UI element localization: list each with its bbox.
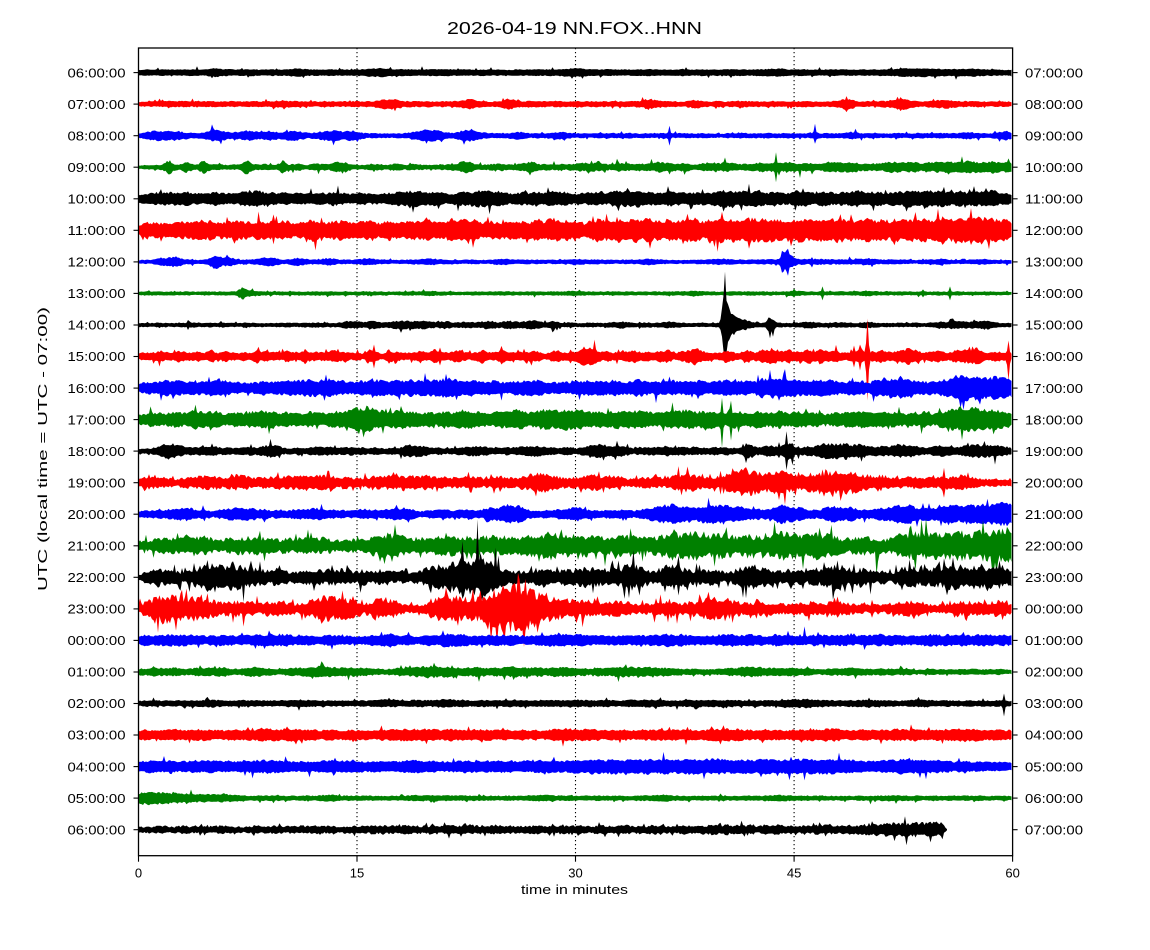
svg-text:03:00:00: 03:00:00 [68,728,126,743]
svg-text:22:00:00: 22:00:00 [1025,539,1083,554]
svg-text:07:00:00: 07:00:00 [1025,822,1083,837]
svg-text:06:00:00: 06:00:00 [68,822,126,837]
svg-text:09:00:00: 09:00:00 [68,160,126,175]
svg-text:UTC (local time = UTC - 07:00): UTC (local time = UTC - 07:00) [35,307,50,591]
svg-text:23:00:00: 23:00:00 [68,602,126,617]
svg-text:18:00:00: 18:00:00 [68,444,126,459]
svg-text:16:00:00: 16:00:00 [1025,349,1083,364]
svg-text:10:00:00: 10:00:00 [68,192,126,207]
svg-text:21:00:00: 21:00:00 [1025,507,1083,522]
svg-text:16:00:00: 16:00:00 [68,381,126,396]
svg-text:08:00:00: 08:00:00 [1025,97,1083,112]
svg-text:01:00:00: 01:00:00 [1025,633,1083,648]
svg-text:18:00:00: 18:00:00 [1025,412,1083,427]
svg-text:60: 60 [1005,866,1019,881]
svg-text:15: 15 [350,866,364,881]
svg-text:17:00:00: 17:00:00 [1025,381,1083,396]
svg-text:02:00:00: 02:00:00 [68,696,126,711]
svg-text:04:00:00: 04:00:00 [1025,728,1083,743]
svg-text:04:00:00: 04:00:00 [68,759,126,774]
svg-text:time in minutes: time in minutes [521,882,629,897]
svg-text:19:00:00: 19:00:00 [68,475,126,490]
svg-text:30: 30 [568,866,582,881]
svg-text:00:00:00: 00:00:00 [68,633,126,648]
svg-text:13:00:00: 13:00:00 [68,286,126,301]
svg-text:15:00:00: 15:00:00 [1025,318,1083,333]
svg-text:14:00:00: 14:00:00 [68,318,126,333]
svg-text:20:00:00: 20:00:00 [68,507,126,522]
svg-text:23:00:00: 23:00:00 [1025,570,1083,585]
svg-text:11:00:00: 11:00:00 [68,223,126,238]
svg-text:22:00:00: 22:00:00 [68,570,126,585]
svg-text:03:00:00: 03:00:00 [1025,696,1083,711]
svg-text:20:00:00: 20:00:00 [1025,475,1083,490]
svg-text:08:00:00: 08:00:00 [68,128,126,143]
svg-text:05:00:00: 05:00:00 [68,791,126,806]
svg-text:01:00:00: 01:00:00 [68,665,126,680]
svg-text:0: 0 [135,866,142,881]
svg-text:15:00:00: 15:00:00 [68,349,126,364]
svg-text:2026-04-19 NN.FOX..HNN: 2026-04-19 NN.FOX..HNN [447,18,702,38]
svg-text:14:00:00: 14:00:00 [1025,286,1083,301]
svg-text:07:00:00: 07:00:00 [68,97,126,112]
svg-text:06:00:00: 06:00:00 [68,65,126,80]
svg-text:06:00:00: 06:00:00 [1025,791,1083,806]
svg-text:05:00:00: 05:00:00 [1025,759,1083,774]
svg-text:00:00:00: 00:00:00 [1025,602,1083,617]
svg-text:11:00:00: 11:00:00 [1025,192,1083,207]
svg-text:17:00:00: 17:00:00 [68,412,126,427]
svg-text:19:00:00: 19:00:00 [1025,444,1083,459]
svg-text:21:00:00: 21:00:00 [68,539,126,554]
svg-text:10:00:00: 10:00:00 [1025,160,1083,175]
svg-text:09:00:00: 09:00:00 [1025,128,1083,143]
svg-text:12:00:00: 12:00:00 [68,255,126,270]
svg-text:45: 45 [787,866,801,881]
svg-text:13:00:00: 13:00:00 [1025,255,1083,270]
svg-text:12:00:00: 12:00:00 [1025,223,1083,238]
svg-text:02:00:00: 02:00:00 [1025,665,1083,680]
svg-text:07:00:00: 07:00:00 [1025,65,1083,80]
